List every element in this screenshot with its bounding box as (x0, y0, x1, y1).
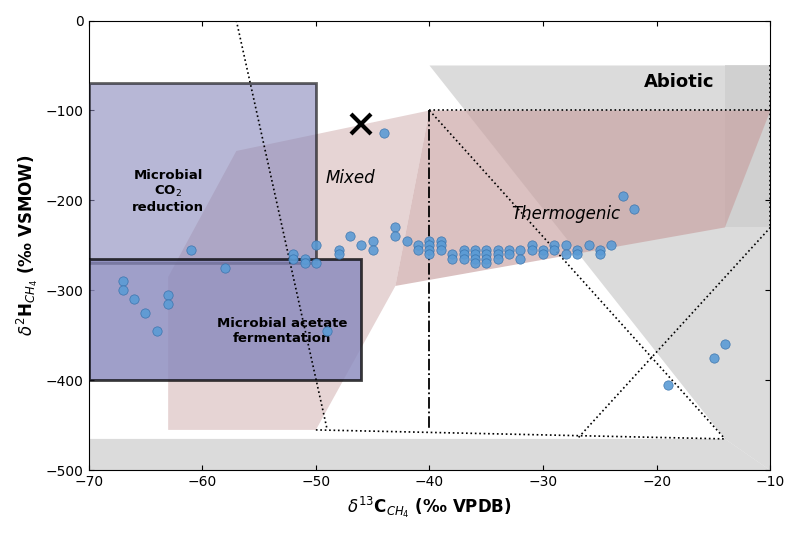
Point (662, 380, 674, 389)
Point (389, 223, 402, 232)
Point (526, 246, 538, 254)
Point (218, 264, 231, 272)
Point (502, 250, 515, 259)
Point (548, 246, 561, 254)
Point (514, 255, 526, 263)
Point (150, 327, 163, 335)
Y-axis label: $\delta^{2}$H$_{CH_4}$ (‰ VSMOW): $\delta^{2}$H$_{CH_4}$ (‰ VSMOW) (15, 155, 40, 336)
Point (718, 340, 731, 349)
Point (434, 246, 447, 254)
Point (491, 246, 504, 254)
Point (332, 250, 345, 259)
Point (332, 246, 345, 254)
Point (310, 241, 322, 250)
Text: Microbial
CO$_2$
reduction: Microbial CO$_2$ reduction (132, 169, 204, 214)
Polygon shape (89, 259, 362, 380)
Point (548, 241, 561, 250)
Point (491, 250, 504, 259)
Point (469, 246, 482, 254)
Point (457, 250, 470, 259)
Point (423, 246, 436, 254)
Point (321, 327, 334, 335)
Point (480, 250, 493, 259)
Point (559, 250, 572, 259)
Text: Abiotic: Abiotic (644, 73, 714, 91)
Point (298, 255, 311, 263)
Text: Thermogenic: Thermogenic (511, 205, 621, 223)
Point (526, 241, 538, 250)
Point (423, 236, 436, 245)
Point (469, 250, 482, 259)
Point (457, 255, 470, 263)
Point (582, 241, 595, 250)
Point (412, 241, 425, 250)
Point (457, 246, 470, 254)
Point (286, 255, 299, 263)
Polygon shape (395, 110, 770, 286)
Point (139, 309, 152, 317)
Point (116, 277, 129, 286)
Point (355, 241, 368, 250)
Polygon shape (168, 110, 430, 430)
Point (423, 241, 436, 250)
Point (423, 250, 436, 259)
Point (366, 236, 379, 245)
Bar (89, 259, 362, 380)
Point (559, 241, 572, 250)
Point (480, 255, 493, 263)
Text: Mixed: Mixed (325, 169, 374, 187)
Point (162, 291, 174, 299)
Point (514, 246, 526, 254)
Point (616, 192, 629, 200)
Point (116, 286, 129, 295)
Point (366, 246, 379, 254)
Point (434, 236, 447, 245)
Point (571, 250, 584, 259)
Polygon shape (89, 439, 770, 470)
Polygon shape (725, 65, 770, 227)
X-axis label: $\delta^{13}$C$_{CH_4}$ (‰ VPDB): $\delta^{13}$C$_{CH_4}$ (‰ VPDB) (347, 495, 512, 520)
Point (502, 246, 515, 254)
Point (162, 300, 174, 308)
Point (594, 246, 606, 254)
Point (446, 255, 458, 263)
Point (446, 250, 458, 259)
Point (628, 205, 641, 213)
Point (491, 255, 504, 263)
Bar (89, 83, 316, 263)
Point (605, 241, 618, 250)
Point (594, 250, 606, 259)
Point (571, 246, 584, 254)
Point (310, 259, 322, 268)
Point (469, 255, 482, 263)
Point (412, 246, 425, 254)
Text: Microbial acetate
fermentation: Microbial acetate fermentation (217, 317, 347, 345)
Point (389, 232, 402, 241)
Point (707, 354, 720, 362)
Point (343, 232, 356, 241)
Point (480, 259, 493, 268)
Point (469, 259, 482, 268)
Point (378, 129, 390, 137)
Point (537, 250, 550, 259)
Point (128, 295, 141, 304)
Point (537, 246, 550, 254)
Polygon shape (430, 65, 770, 470)
Point (185, 246, 198, 254)
Point (400, 236, 413, 245)
Point (286, 250, 299, 259)
Point (298, 259, 311, 268)
Point (434, 241, 447, 250)
Point (480, 246, 493, 254)
